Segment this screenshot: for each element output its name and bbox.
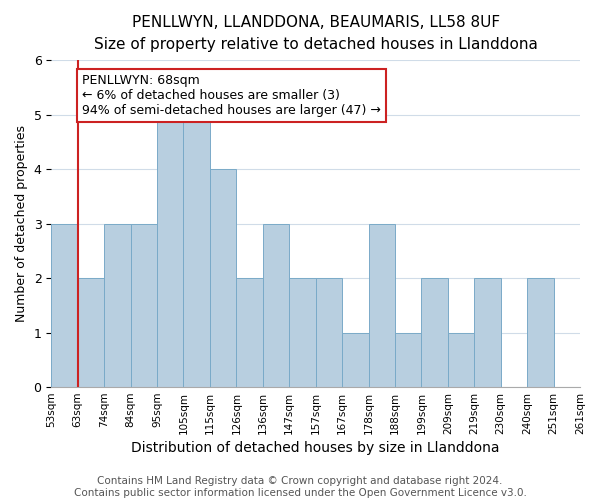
Bar: [104, 224, 131, 387]
X-axis label: Distribution of detached houses by size in Llanddona: Distribution of detached houses by size …: [131, 441, 500, 455]
Bar: [316, 278, 342, 387]
Bar: [157, 115, 184, 387]
Bar: [236, 278, 263, 387]
Bar: [263, 224, 289, 387]
Title: PENLLWYN, LLANDDONA, BEAUMARIS, LL58 8UF
Size of property relative to detached h: PENLLWYN, LLANDDONA, BEAUMARIS, LL58 8UF…: [94, 15, 538, 52]
Text: PENLLWYN: 68sqm
← 6% of detached houses are smaller (3)
94% of semi-detached hou: PENLLWYN: 68sqm ← 6% of detached houses …: [82, 74, 380, 117]
Bar: [395, 332, 421, 387]
Text: Contains HM Land Registry data © Crown copyright and database right 2024.
Contai: Contains HM Land Registry data © Crown c…: [74, 476, 526, 498]
Bar: [342, 332, 368, 387]
Y-axis label: Number of detached properties: Number of detached properties: [15, 125, 28, 322]
Bar: [474, 278, 500, 387]
Bar: [184, 115, 210, 387]
Bar: [78, 278, 104, 387]
Bar: [448, 332, 474, 387]
Bar: [421, 278, 448, 387]
Bar: [368, 224, 395, 387]
Bar: [131, 224, 157, 387]
Bar: [210, 169, 236, 387]
Bar: [289, 278, 316, 387]
Bar: [51, 224, 78, 387]
Bar: [527, 278, 554, 387]
